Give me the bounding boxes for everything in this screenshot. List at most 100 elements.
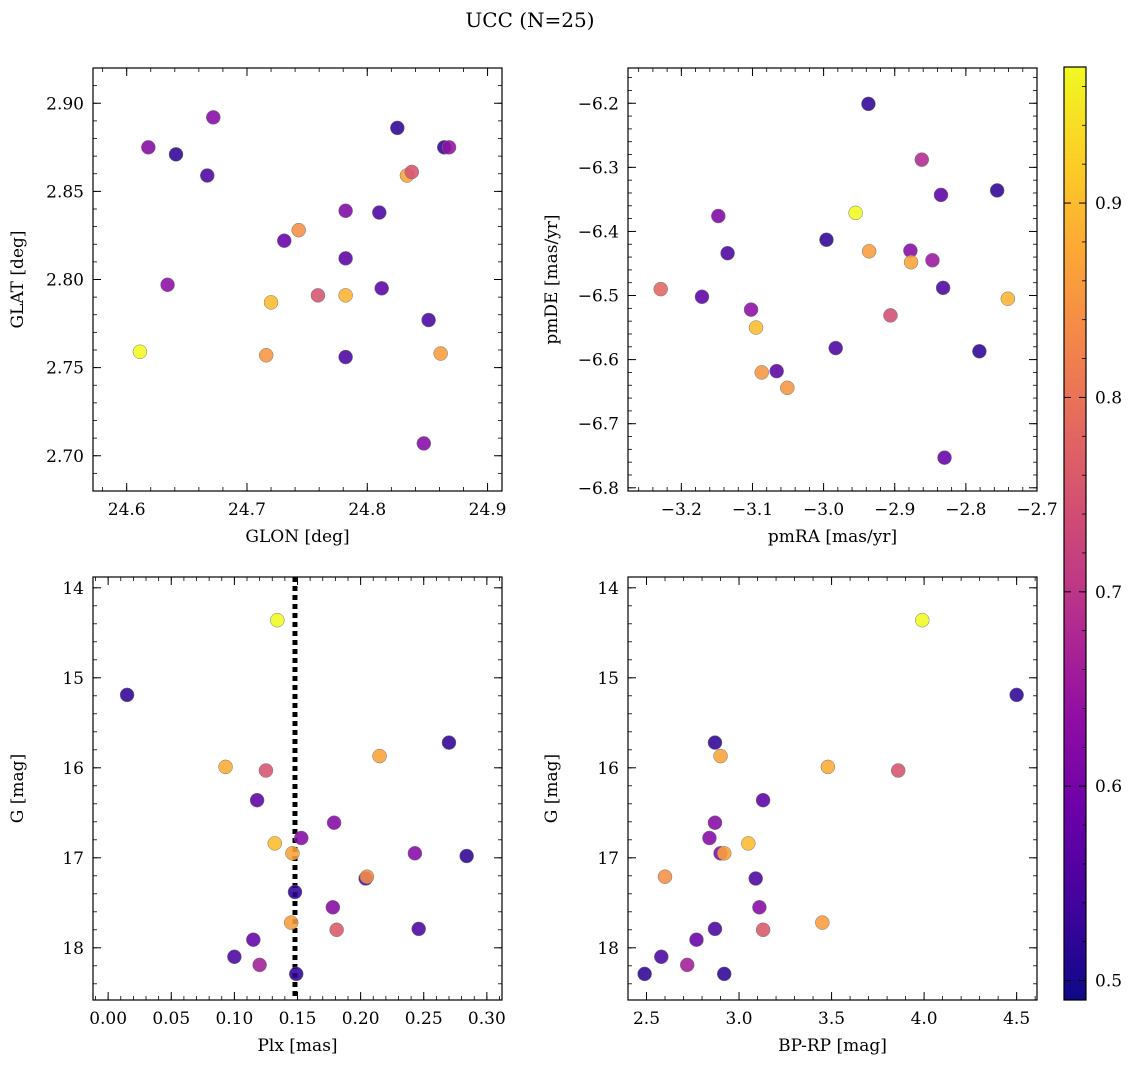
- data-point: [713, 748, 728, 764]
- data-point: [1000, 291, 1016, 306]
- x-tick-label: −2.7: [1016, 500, 1057, 520]
- y-tick-label: −6.6: [578, 351, 619, 371]
- data-point: [407, 846, 423, 861]
- axes-frame: [627, 576, 1038, 1001]
- data-point: [915, 612, 930, 628]
- data-point: [716, 966, 732, 982]
- x-tick-label: 0.10: [215, 1009, 253, 1029]
- panel-4: 2.5 3.0 3.5 4.0 4.5 14 15 16 17 18 BP-RP [mag] G [m…: [542, 576, 1038, 1056]
- y-axis-label: G [mag]: [8, 754, 28, 823]
- panel-3: 0.00 0.05 0.10 0.15 0.20 0.25 0.30 14 15 16 17 18 Pl…: [8, 576, 506, 1056]
- x-tick-label: 0.00: [89, 1009, 127, 1029]
- data-point: [277, 233, 292, 248]
- y-tick-label: 14: [597, 579, 619, 599]
- x-tick-label: 0.30: [468, 1009, 506, 1029]
- y-tick-label: −6.5: [578, 287, 619, 307]
- data-point: [820, 759, 836, 775]
- axes-frame: [627, 67, 1038, 492]
- data-point: [372, 205, 387, 220]
- data-point: [200, 168, 215, 183]
- colorbar-tick-label: 0.8: [1095, 388, 1122, 408]
- data-point: [416, 436, 432, 451]
- data-point: [285, 846, 300, 861]
- data-point: [1009, 687, 1024, 703]
- data-point: [780, 380, 795, 396]
- data-point: [227, 949, 242, 965]
- data-point: [748, 871, 763, 886]
- data-point: [755, 922, 771, 938]
- data-point: [459, 848, 474, 864]
- y-tick-label: −6.3: [578, 158, 619, 178]
- data-point: [848, 205, 863, 221]
- data-point: [206, 110, 221, 125]
- data-point: [989, 183, 1005, 198]
- x-tick-label: −2.9: [874, 500, 915, 520]
- data-point: [707, 815, 723, 830]
- data-point: [249, 792, 265, 808]
- data-point: [160, 277, 175, 293]
- data-point: [404, 164, 420, 180]
- x-tick-label: 0.05: [152, 1009, 190, 1029]
- data-point: [441, 735, 457, 750]
- data-point: [815, 915, 830, 930]
- data-point: [294, 830, 309, 846]
- data-point: [246, 932, 261, 947]
- y-tick-label: 2.85: [46, 182, 84, 202]
- x-tick-label: −2.8: [945, 500, 986, 520]
- data-point: [141, 140, 156, 155]
- data-point: [270, 612, 285, 628]
- data-point: [935, 280, 951, 296]
- y-tick-label: −6.4: [578, 222, 619, 242]
- panel-2: −3.2 −3.1 −3.0 −2.9 −2.8 −2.7 −6.8 −6.7 −6.6 −6.5…: [542, 67, 1058, 547]
- data-point: [861, 244, 877, 259]
- y-tick-label: 15: [62, 669, 84, 689]
- data-point: [287, 884, 303, 900]
- data-point: [654, 949, 669, 965]
- data-point: [441, 140, 457, 155]
- x-tick-label: 2.5: [633, 1009, 660, 1029]
- data-point: [657, 869, 673, 884]
- data-point: [828, 340, 843, 356]
- x-axis-label: GLON [deg]: [245, 527, 349, 547]
- panel-1: 24.6 24.7 24.8 24.9 2.70 2.75 2.80 2.85 2.90 GLON…: [8, 67, 507, 547]
- data-point: [925, 253, 940, 268]
- data-point: [252, 957, 267, 973]
- axes-frame: [92, 67, 503, 492]
- data-point: [755, 792, 771, 808]
- x-tick-label: 24.9: [469, 500, 507, 520]
- data-point: [689, 932, 704, 947]
- data-point: [421, 312, 436, 328]
- data-point: [411, 921, 426, 937]
- y-axis-label: pmDE [mas/yr]: [542, 214, 562, 344]
- data-point: [359, 869, 375, 884]
- x-tick-label: 24.8: [348, 500, 386, 520]
- data-point: [819, 232, 834, 248]
- data-point: [310, 288, 326, 303]
- data-point: [679, 957, 695, 973]
- x-tick-label: −3.1: [732, 500, 773, 520]
- data-point: [325, 900, 341, 915]
- y-tick-label: −6.7: [578, 415, 619, 435]
- y-axis-label: GLAT [deg]: [8, 230, 28, 328]
- y-tick-label: 17: [597, 849, 619, 869]
- y-tick-label: 16: [62, 759, 84, 779]
- data-point: [338, 288, 353, 303]
- y-tick-label: 2.70: [46, 447, 84, 467]
- axes-frame: [92, 576, 503, 1001]
- data-point: [218, 759, 233, 775]
- data-point: [338, 203, 353, 219]
- data-point: [338, 349, 353, 365]
- data-point: [258, 763, 274, 778]
- data-point: [291, 222, 306, 238]
- data-point: [741, 836, 756, 851]
- data-point: [372, 748, 387, 764]
- colorbar-tick-label: 0.6: [1095, 777, 1122, 797]
- data-point: [743, 302, 759, 317]
- data-point: [748, 320, 764, 335]
- data-point: [707, 921, 723, 937]
- data-point: [903, 254, 919, 270]
- data-point: [263, 295, 279, 310]
- x-tick-label: 4.5: [1003, 1009, 1030, 1029]
- data-point: [637, 966, 652, 982]
- data-point: [883, 308, 898, 323]
